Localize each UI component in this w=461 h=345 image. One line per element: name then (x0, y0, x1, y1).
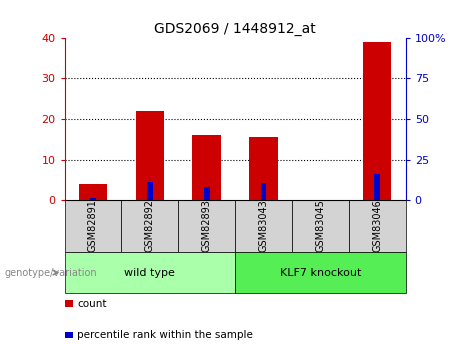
Bar (90, 198, 96, 200)
Title: GDS2069 / 1448912_at: GDS2069 / 1448912_at (154, 21, 316, 36)
Bar (147, 182, 153, 200)
Text: GSM82893: GSM82893 (201, 199, 212, 253)
Bar (121, 200, 178, 252)
Text: percentile rank within the sample: percentile rank within the sample (77, 330, 254, 339)
Text: GSM83046: GSM83046 (372, 200, 382, 252)
Bar (349, 200, 406, 252)
Text: GSM83043: GSM83043 (259, 200, 269, 252)
Text: genotype/variation: genotype/variation (5, 268, 97, 277)
Text: GSM83045: GSM83045 (315, 199, 325, 253)
Bar (261, 183, 266, 200)
Bar (178, 200, 235, 252)
Bar (65, 200, 121, 252)
Bar (249, 137, 278, 200)
Bar (79, 184, 107, 200)
Text: count: count (77, 299, 107, 308)
Bar (235, 252, 406, 293)
Bar (292, 200, 349, 252)
Text: KLF7 knockout: KLF7 knockout (280, 268, 361, 277)
Bar (374, 174, 380, 200)
Bar (193, 135, 221, 200)
Bar (235, 200, 292, 252)
Bar (363, 42, 391, 200)
Bar (136, 111, 164, 200)
Bar (204, 187, 209, 200)
Bar (65, 252, 235, 293)
Text: GSM82891: GSM82891 (88, 199, 98, 253)
Text: wild type: wild type (124, 268, 175, 277)
Text: GSM82892: GSM82892 (145, 199, 155, 253)
